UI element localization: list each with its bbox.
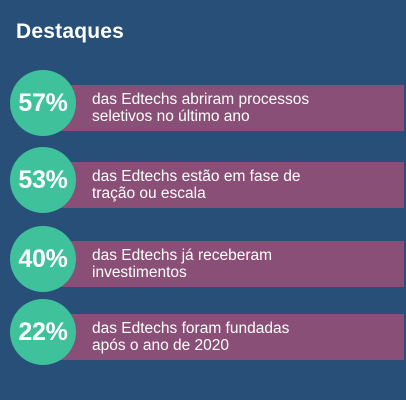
stat-bar: das Edtechs já receberam investimentos [60,241,404,287]
stat-bar: das Edtechs abriram processos seletivos … [60,85,404,131]
stat-row: das Edtechs foram fundadas após o ano de… [0,299,406,375]
stat-row: das Edtechs estão em fase de tração ou e… [0,147,406,223]
stat-circle: 57% [10,70,76,136]
stat-description: das Edtechs abriram processos seletivos … [92,91,310,125]
stat-description: das Edtechs estão em fase de tração ou e… [92,168,301,202]
stat-value: 40% [18,244,68,273]
stat-circle: 53% [10,147,76,213]
stat-bar: das Edtechs foram fundadas após o ano de… [60,314,404,360]
stat-row: das Edtechs abriram processos seletivos … [0,70,406,146]
stat-value: 22% [18,317,68,346]
stat-circle: 22% [10,299,76,365]
stat-circle: 40% [10,226,76,292]
stat-bar: das Edtechs estão em fase de tração ou e… [60,162,404,208]
stat-description: das Edtechs já receberam investimentos [92,247,273,281]
page-title: Destaques [16,20,125,43]
stat-description: das Edtechs foram fundadas após o ano de… [92,320,290,354]
stat-row: das Edtechs já receberam investimentos 4… [0,226,406,302]
stat-value: 57% [18,88,68,117]
stat-value: 53% [18,165,68,194]
